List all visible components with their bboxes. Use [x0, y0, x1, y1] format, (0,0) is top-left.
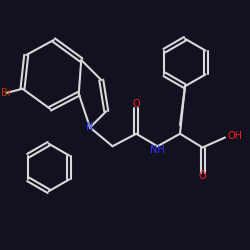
- Text: O: O: [132, 99, 140, 109]
- Text: N: N: [86, 122, 94, 132]
- Text: Br: Br: [1, 88, 11, 98]
- Text: O: O: [199, 171, 206, 181]
- Text: NH: NH: [150, 145, 165, 155]
- Text: OH: OH: [228, 131, 242, 141]
